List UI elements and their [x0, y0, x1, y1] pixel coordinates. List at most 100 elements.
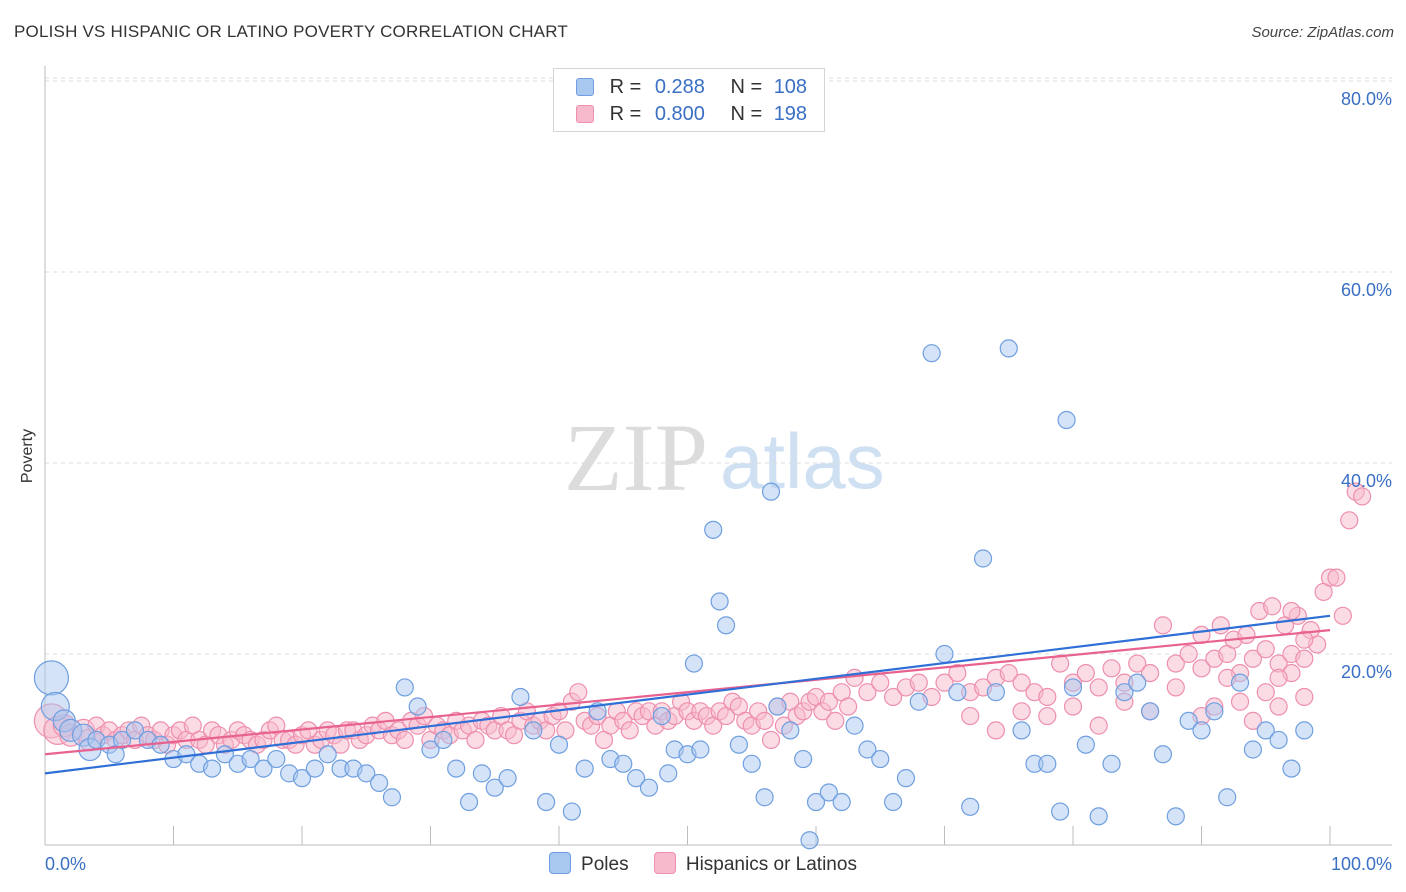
bottom-legend: Poles Hispanics or Latinos — [0, 852, 1406, 876]
hispanics-point — [1128, 654, 1147, 673]
poles-point — [832, 792, 851, 812]
stats-row-poles: R = 0.288 N = 108 — [576, 76, 807, 100]
poles-point — [845, 716, 864, 735]
hispanics-point — [826, 711, 845, 730]
hispanics-point — [819, 692, 838, 711]
poles-point — [1102, 754, 1121, 773]
hispanics-point — [1102, 659, 1121, 678]
poles-point — [1205, 702, 1224, 721]
poles-points — [33, 339, 1314, 850]
hispanics-point — [1327, 568, 1346, 587]
poles-point — [684, 654, 704, 673]
poles-point — [485, 778, 504, 797]
hispanics-point — [1153, 616, 1173, 635]
poles-point — [716, 616, 736, 635]
hispanics-point — [1340, 511, 1359, 530]
poles-point — [241, 749, 260, 769]
hispanics-point — [466, 730, 485, 750]
chart-title: POLISH VS HISPANIC OR LATINO POVERTY COR… — [14, 22, 568, 41]
stats-r-value: 0.288 — [654, 76, 705, 98]
poles-point — [1057, 410, 1076, 430]
tick-labels: 20.0% 40.0% 60.0% 80.0% 0.0% 100.0% — [45, 89, 1392, 874]
poles-swatch — [576, 78, 594, 96]
stats-legend: R = 0.288 N = 108 R = 0.800 N = 198 — [553, 68, 825, 132]
hispanics-swatch — [576, 105, 594, 123]
stats-n-value: 108 — [773, 76, 808, 98]
hispanics-legend-swatch — [653, 852, 676, 874]
poles-point — [395, 678, 414, 697]
x-tick-label-max: 100.0% — [1331, 854, 1392, 874]
poles-point — [755, 788, 774, 807]
stats-row-hispanics: R = 0.800 N = 198 — [576, 103, 807, 127]
y-tick-label: 80.0% — [1341, 89, 1392, 109]
poles-point — [896, 769, 916, 788]
poles-point — [1282, 759, 1301, 778]
legend-label: Hispanics or Latinos — [685, 854, 857, 875]
poles-point — [1038, 754, 1057, 773]
poles-point — [498, 769, 517, 788]
legend-label: Poles — [581, 854, 629, 875]
poles-point — [819, 783, 838, 802]
watermark-atlas: atlas — [720, 417, 885, 505]
y-tick-label: 60.0% — [1341, 280, 1392, 300]
hispanics-point — [1192, 625, 1211, 645]
poles-point — [292, 769, 312, 788]
hispanics-point — [1295, 630, 1314, 649]
hispanics-point — [1269, 668, 1288, 687]
hispanics-point — [1263, 597, 1282, 616]
poles-point — [1243, 740, 1263, 759]
gridlines — [45, 77, 1392, 655]
hispanics-point — [569, 683, 588, 702]
poles-point — [472, 764, 491, 783]
watermark-zip: ZIP — [564, 404, 708, 511]
poles-point — [806, 792, 826, 812]
hispanics-point — [761, 730, 781, 750]
poles-point — [421, 740, 440, 759]
hispanics-point — [1076, 663, 1095, 683]
legend-item-hispanics: Hispanics or Latinos — [653, 852, 857, 876]
hispanics-point — [1038, 687, 1057, 707]
poles-point — [761, 482, 781, 501]
hispanics-point — [620, 721, 639, 740]
poles-point — [626, 769, 646, 788]
poles-point — [1128, 673, 1147, 692]
poles-point — [935, 644, 954, 664]
poles-point — [357, 764, 376, 783]
hispanics-point — [839, 697, 858, 716]
poles-point — [1179, 711, 1198, 730]
poles-point — [1230, 673, 1250, 692]
poles-point — [202, 759, 222, 778]
hispanics-point — [1179, 644, 1198, 664]
poles-point — [781, 721, 800, 740]
poles-point — [1089, 807, 1108, 826]
watermark: ZIP atlas — [564, 404, 885, 511]
poles-point — [1256, 721, 1275, 740]
hispanics-point — [1012, 702, 1031, 721]
poles-point — [986, 683, 1006, 702]
poles-point — [434, 730, 453, 750]
hispanics-point — [1211, 616, 1230, 635]
y-tick-label: 40.0% — [1341, 471, 1392, 491]
hispanics-point — [858, 683, 877, 702]
hispanics-points — [33, 482, 1372, 754]
poles-point — [973, 549, 993, 568]
hispanics-point — [1256, 683, 1275, 702]
hispanics-point — [1140, 663, 1160, 683]
poles-point — [652, 706, 671, 726]
x-tick-label-min: 0.0% — [45, 854, 86, 874]
poles-point — [562, 802, 581, 821]
poles-point — [961, 797, 980, 816]
poles-point — [704, 520, 723, 539]
hispanics-point — [395, 730, 414, 750]
poles-point — [691, 740, 710, 759]
legend-item-poles: Poles — [549, 852, 629, 876]
hispanics-point — [1038, 706, 1057, 726]
poles-point — [125, 721, 145, 740]
poles-point — [254, 759, 273, 778]
hispanics-point — [1063, 697, 1083, 716]
hispanics-point — [986, 721, 1006, 740]
poles-point — [112, 730, 132, 750]
poles-point — [370, 773, 389, 793]
poles-point — [1218, 788, 1237, 807]
